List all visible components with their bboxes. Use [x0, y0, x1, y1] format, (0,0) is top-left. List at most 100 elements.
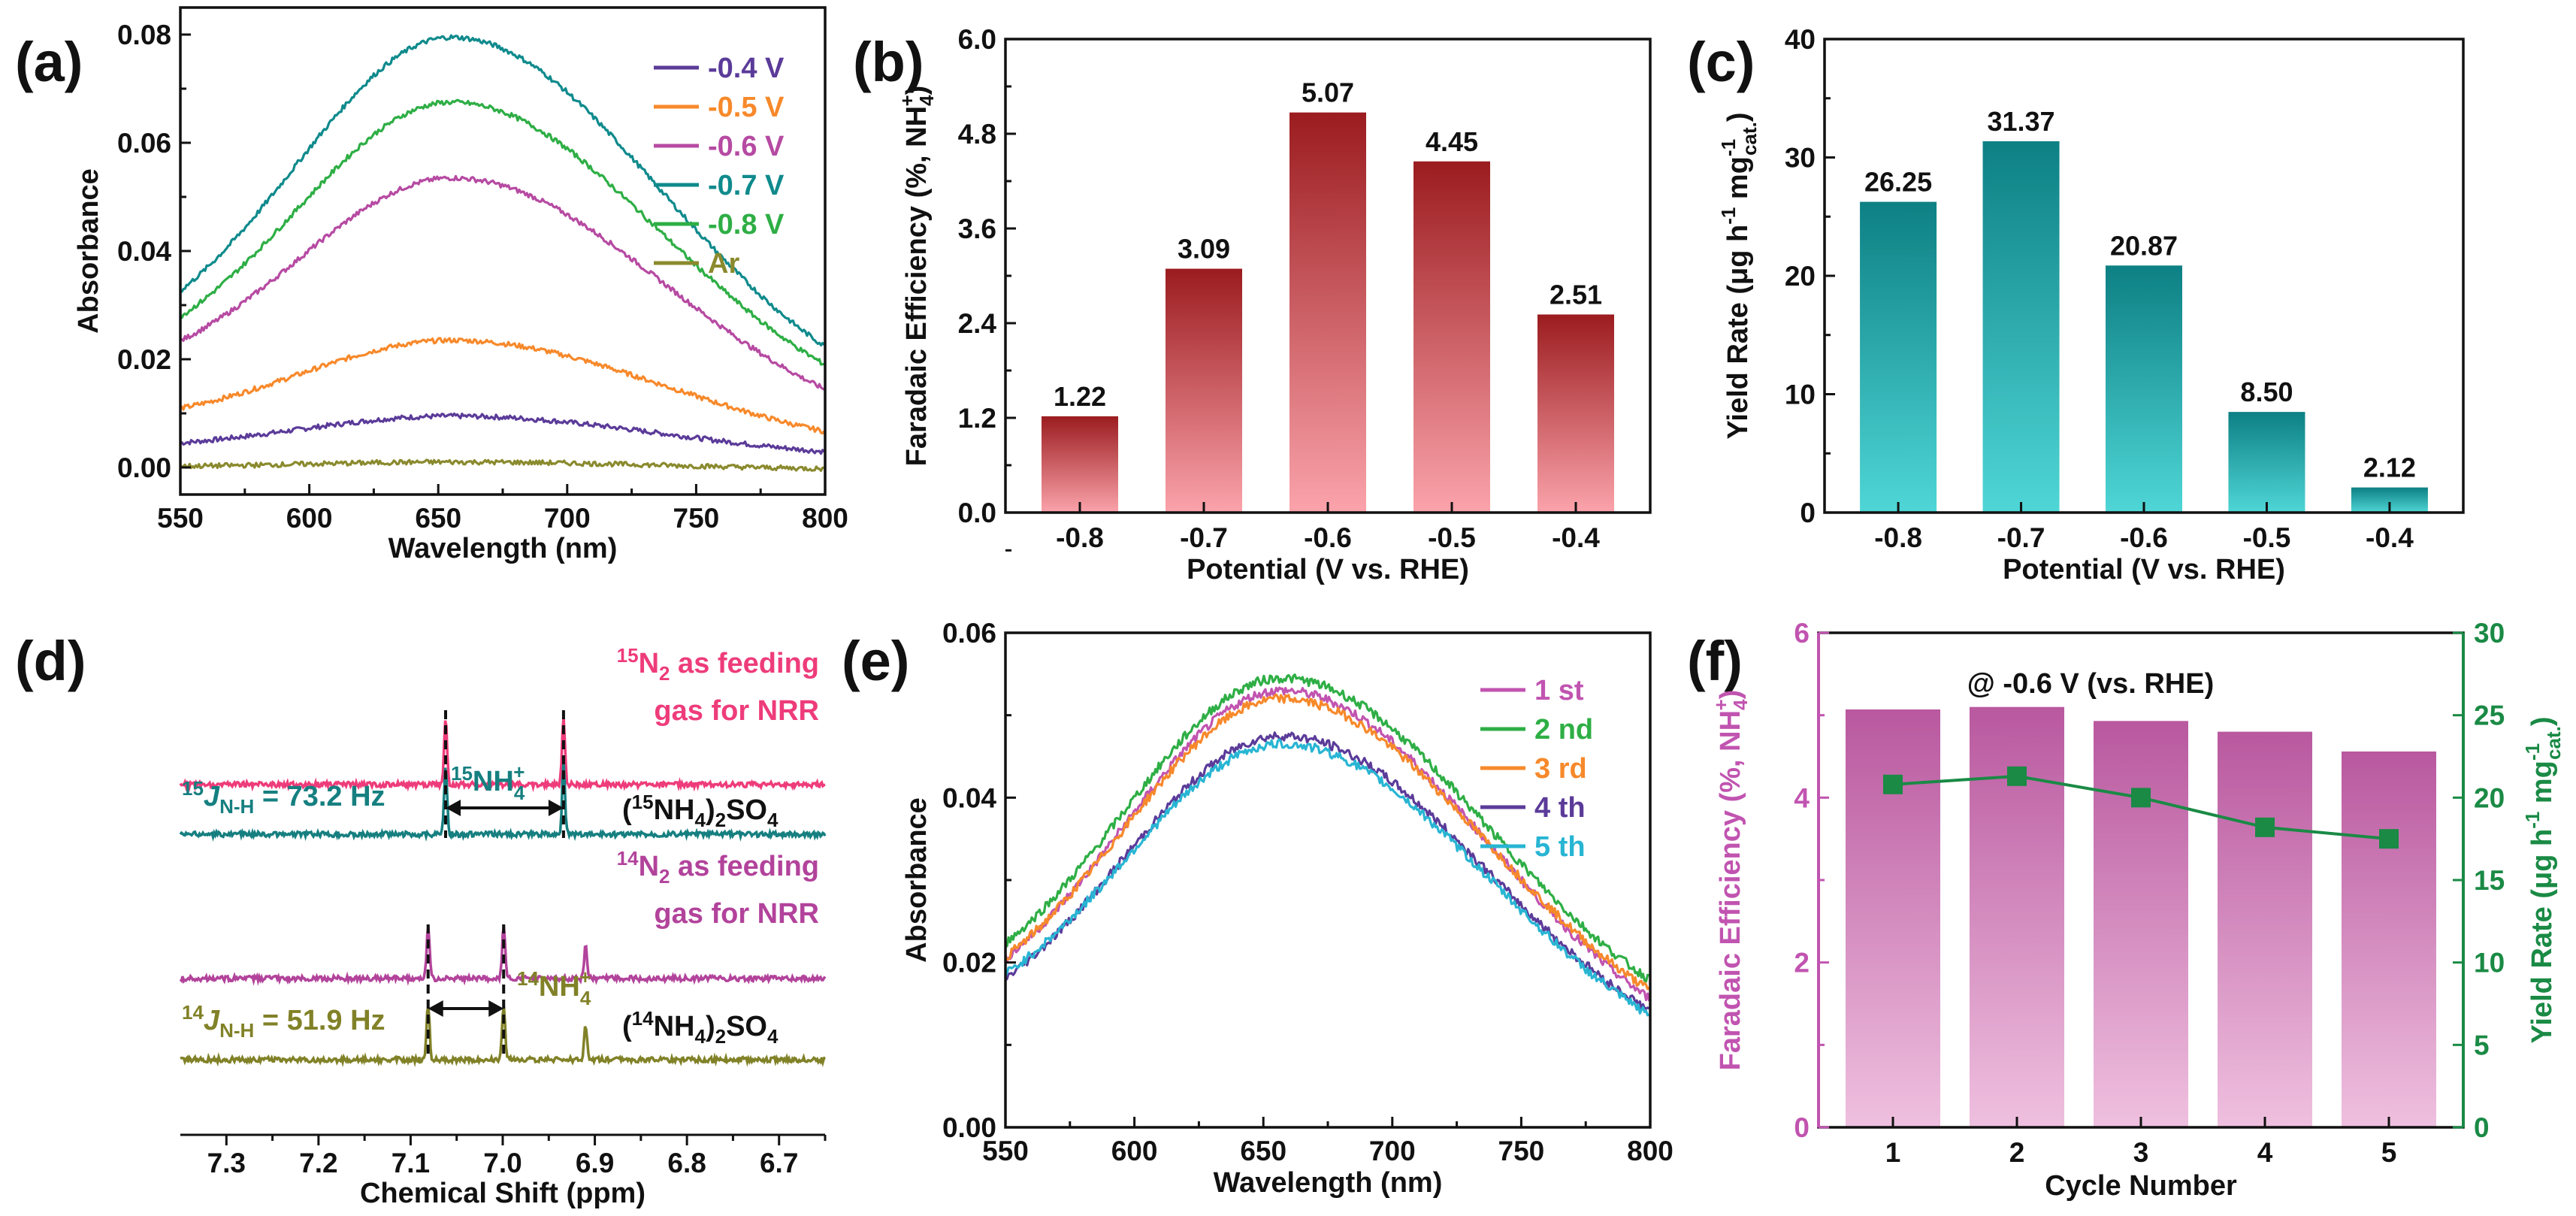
feed14-sup: 14 [617, 847, 639, 870]
panel-f-ylabel-left-sup: + [1710, 699, 1732, 710]
x-tick-label: -0.7 [1997, 522, 2045, 553]
bar [1166, 268, 1242, 513]
panel-f-ylabel-left: Faradaic Efficiency (%, NH4+) [1710, 690, 1752, 1071]
nh14-plus: + [579, 966, 591, 988]
panel-b-ylabel-sub: 4 [915, 95, 938, 106]
x-tick-label: 7.2 [299, 1148, 337, 1178]
j14-sup: 14 [182, 1001, 204, 1024]
bar [1413, 161, 1490, 513]
data-label: 8.50 [2240, 377, 2293, 407]
y-tick-label: 0.02 [117, 344, 171, 375]
series-line-5 [180, 98, 824, 366]
panel-c-xlabel: Potential (V vs. RHE) [2003, 554, 2285, 585]
nmr-spectrum-line [179, 717, 826, 793]
y-right-tick-label: 25 [2474, 700, 2505, 731]
feed15-main: N [639, 648, 659, 679]
bar [2218, 731, 2312, 1127]
panel-f-ylabel-left-main: Faradaic Efficiency (%, NH [1715, 710, 1746, 1070]
x-tick-label: -0.6 [1304, 522, 1352, 553]
data-label: 4.45 [1426, 126, 1478, 157]
y-right-tick-label: 30 [2474, 618, 2505, 649]
nh14-main: NH [539, 971, 580, 1003]
y-tick-label: 0.08 [117, 20, 171, 50]
panel-b-xlabel: Potential (V vs. RHE) [1187, 554, 1469, 585]
panel-d-spectra [179, 717, 827, 1068]
salt14-sub2: 2 [715, 1025, 726, 1048]
panel-d-j14: 14JN-H = 51.9 Hz [182, 1001, 385, 1042]
x-tick-label: 7.3 [207, 1148, 246, 1178]
x-tick-label: 800 [802, 503, 848, 534]
series-line-4 [179, 34, 825, 346]
panel-c-ylabel-sup2: -1 [1717, 139, 1740, 156]
nh14-sub: 4 [580, 987, 591, 1009]
feed14-main: N [639, 851, 659, 882]
arrow-head-right [548, 800, 564, 816]
y-tick-label: 0 [1800, 498, 1816, 528]
y-tick-label: 0.06 [117, 128, 171, 159]
yield-marker [2255, 817, 2275, 837]
feed14-end: as feeding [670, 851, 820, 882]
salt14-sup: 14 [632, 1007, 654, 1030]
panel-e-axes: 550 600 650 700 750 800 0.00 0.02 0.04 0.06 [942, 549, 1673, 1166]
x-tick-label: 6.9 [576, 1148, 614, 1178]
panel-f-title: @ -0.6 V (vs. RHE) [1967, 668, 2214, 700]
x-tick-label: -0.4 [2366, 522, 2414, 553]
series-line-5 [1004, 738, 1650, 1017]
data-label: 1.22 [1054, 381, 1106, 412]
legend-label: 2 nd [1534, 714, 1593, 746]
panel-b-ylabel-sup: + [896, 95, 918, 106]
x-tick-label: 650 [1240, 1136, 1286, 1166]
panel-f-ylabel-right-sup2: -1 [2521, 743, 2544, 761]
salt15-sup: 15 [632, 791, 654, 813]
panel-e-legend: 1 st 2 nd 3 rd 4 th 5 th [1480, 675, 1593, 863]
arrow-head-left [446, 800, 461, 816]
x-tick-label: -0.5 [2243, 522, 2291, 553]
data-label: 3.09 [1178, 234, 1230, 265]
nmr-spectrum-line [179, 925, 827, 986]
bar [1290, 112, 1366, 513]
j14-J: J [204, 1005, 220, 1036]
panel-f-bars [1846, 706, 2436, 1127]
legend-label: -0.7 V [708, 170, 785, 201]
panel-c: (c) 26.25 31.37 20.87 8.50 2.12 -0.8 -0.7 -0.6… [1687, 24, 2465, 585]
bar [1982, 141, 2060, 513]
panel-d-label: (d) [15, 630, 86, 692]
series-line-2 [1005, 673, 1650, 983]
y-tick-label: 0.04 [117, 236, 171, 267]
panel-d-feed14-line2: gas for NRR [654, 898, 819, 930]
x-tick-label: 550 [157, 503, 204, 534]
panel-a-axes: 550 600 650 700 750 800 0.00 0.02 0.04 0.06 0.08 [117, 20, 848, 534]
panel-d-salt14: (14NH4)2SO4 [622, 1007, 779, 1048]
feed15-sup: 15 [617, 644, 639, 667]
salt14-sub3: 4 [767, 1025, 779, 1048]
y-left-tick-label: 4 [1794, 782, 1810, 813]
panel-d-j15: 15JN-H = 73.2 Hz [182, 777, 385, 818]
panel-f-ylabel-right-sub: cat. [2542, 726, 2565, 760]
panel-f-label: (f) [1687, 630, 1743, 692]
panel-d-nh15: 15NH4+ [451, 761, 525, 804]
panel-f-ylabel-left-end: ) [1715, 690, 1746, 700]
data-label: 26.25 [1864, 167, 1932, 198]
legend-label: -0.4 V [708, 53, 785, 84]
series-line-3 [180, 174, 825, 391]
panel-e-label: (e) [842, 630, 909, 692]
x-tick-label: 1 [1885, 1137, 1901, 1168]
panel-e-curves [1004, 673, 1651, 1017]
x-tick-label: 700 [1369, 1136, 1416, 1166]
x-tick-label: 600 [286, 503, 333, 534]
legend-label: 1 st [1534, 675, 1584, 706]
bar [2228, 412, 2305, 513]
legend-label: 3 rd [1534, 753, 1587, 785]
yield-marker [2131, 788, 2151, 808]
nh14-sup: 14 [517, 967, 539, 990]
x-tick-label: 5 [2381, 1137, 2397, 1168]
series-line-2 [180, 337, 825, 435]
x-tick-label: 550 [982, 1136, 1029, 1166]
panel-d-xlabel: Chemical Shift (ppm) [360, 1178, 646, 1209]
y-left-tick-label: 2 [1794, 948, 1810, 979]
x-tick-label: -0.7 [1180, 522, 1228, 553]
series-line-1 [180, 412, 825, 455]
nh15-sup: 15 [451, 762, 473, 785]
y-tick-label: 40 [1785, 24, 1816, 55]
salt15-sub2: 2 [715, 809, 726, 831]
